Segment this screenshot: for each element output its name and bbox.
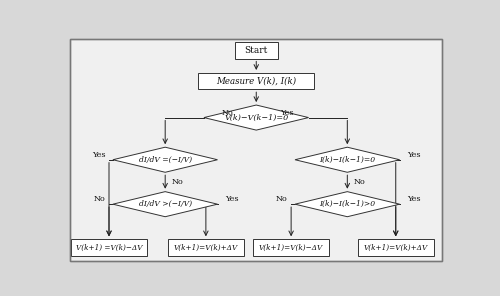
Text: No: No [276,195,287,203]
Text: I(k)−I(k−1)>0: I(k)−I(k−1)>0 [320,200,376,208]
FancyBboxPatch shape [198,73,314,89]
Text: V(k)−V(k−1)=0: V(k)−V(k−1)=0 [224,114,288,122]
Text: Measure V(k), I(k): Measure V(k), I(k) [216,77,296,86]
Text: Yes: Yes [226,195,239,203]
Polygon shape [295,192,400,217]
Polygon shape [295,147,400,172]
FancyBboxPatch shape [254,239,329,256]
FancyBboxPatch shape [168,239,244,256]
Text: No: No [354,178,366,186]
Text: Yes: Yes [408,195,421,203]
Polygon shape [204,105,308,130]
Text: V(k+1)=V(k)+ΔV: V(k+1)=V(k)+ΔV [174,244,238,252]
Text: V(k+1)=V(k)+ΔV: V(k+1)=V(k)+ΔV [364,244,428,252]
Polygon shape [113,192,218,217]
Text: V(k+1)=V(k)−ΔV: V(k+1)=V(k)−ΔV [259,244,323,252]
Text: Yes: Yes [92,151,105,159]
FancyBboxPatch shape [235,42,278,59]
Text: dI/dV >(−I/V): dI/dV >(−I/V) [138,200,192,208]
Polygon shape [113,147,218,172]
FancyBboxPatch shape [71,239,147,256]
Text: No: No [94,195,105,203]
Text: V(k+1) =V(k)−ΔV: V(k+1) =V(k)−ΔV [76,244,142,252]
Text: Yes: Yes [280,109,294,117]
FancyBboxPatch shape [70,39,442,261]
Text: Start: Start [244,46,268,55]
Text: No: No [222,109,233,117]
Text: I(k)−I(k−1)=0: I(k)−I(k−1)=0 [320,156,376,164]
FancyBboxPatch shape [358,239,434,256]
Text: Yes: Yes [408,151,421,159]
Text: dI/dV =(−I/V): dI/dV =(−I/V) [138,156,192,164]
Text: No: No [172,178,183,186]
